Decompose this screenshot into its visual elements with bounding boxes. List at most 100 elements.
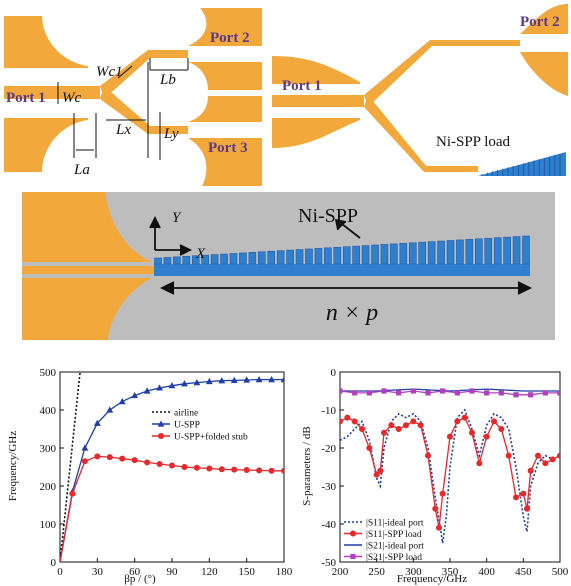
spp-stub [437,240,445,265]
spp-stub [191,255,200,265]
port3-flare-bottom [188,138,262,186]
data-point [520,490,527,497]
port2-flare-bottom [188,62,262,90]
data-point [505,452,512,459]
legend-entry: U-SPP [174,421,200,431]
legend-marker [158,433,164,439]
wc1-label: Wc1 [96,64,123,80]
data-point [469,429,475,436]
b-port2-label: Port 2 [520,14,560,30]
panel-c: Y X Ni-SPP n × p [22,192,555,340]
data-point [377,467,384,474]
y-tick-label: 100 [40,519,57,531]
panel-a: Port 1 Port 2 Port 3 Wc1 Wc Lb Lx Ly La [4,0,262,188]
dispersion-chart: 0 30 60 90 120 150 180 0 100 200 300 400 500 airline… [7,367,293,585]
series-group [340,388,560,544]
spp-stub [408,242,417,265]
data-point [268,376,275,383]
dimension-lines [57,58,189,160]
data-point [81,458,88,465]
spp-stub [465,239,474,265]
legend-entry: |S21|-ideal port [366,542,424,552]
spp-stub [305,248,313,265]
n-times-p-label: n × p [326,300,378,326]
data-point [156,384,163,391]
data-point [403,422,409,429]
legend-entry: |S11|-ideal port [366,519,424,529]
legend-entry: airline [174,409,198,419]
data-point [230,376,238,383]
data-point [144,459,151,466]
data-point [436,524,442,531]
data-point [218,377,226,384]
data-point [498,426,505,432]
spp-stub [418,241,427,265]
spp-stub [295,249,304,265]
port3-flare-top [188,96,262,122]
x-tick-label: 300 [405,566,422,578]
la-label: La [73,162,90,178]
ni-spp-load-label: Ni-SPP load [436,134,511,150]
series-group [60,372,284,562]
data-point [168,382,176,389]
data-point [454,418,461,425]
spp-stub [239,252,247,265]
lower-branch [100,86,188,134]
c-annotations [149,215,533,295]
series-line [340,408,560,544]
lx-label: Lx [115,122,131,138]
data-point [381,388,387,394]
panel-b: Port 1 Port 2 Ni-SPP load [272,0,568,188]
spp-stubs [154,235,530,265]
b-feed-line [272,95,364,107]
lb-label: Lb [159,72,176,88]
spp-stub [267,250,276,265]
y-tick-label: -40 [321,519,336,531]
legend-marker [157,420,165,427]
data-point [243,376,251,383]
data-point [527,467,534,474]
port2-flare-top [188,8,262,46]
data-point [268,467,275,474]
chart-e-marks [340,388,560,544]
data-point [181,380,188,387]
spp-stub [493,237,502,265]
data-point [366,445,373,451]
data-point [542,390,548,396]
spp-stub [210,254,219,265]
chart-d-ticks: 0 30 60 90 120 150 180 0 100 200 300 400 500 [40,367,293,578]
data-point [476,460,483,467]
data-point [118,398,126,405]
spp-stub [484,237,493,265]
spp-stub [456,239,464,265]
spp-stub [427,241,436,265]
chart-e-legend: |S11|-ideal port|S11|-SPP load |S21|-idea… [344,519,424,563]
data-point [498,390,504,396]
panel-b-background [272,0,568,188]
spp-stub [342,246,351,265]
s-parameter-chart: 200 250 300 350 400 450 500 0 -10 -20 -30 -40 -50 |S… [301,367,569,585]
data-point [143,387,151,394]
series-line [60,455,284,562]
data-point [205,377,213,385]
c-feed-line [22,266,154,274]
chart-e-xlabel: Frequency/GHz [397,573,467,585]
data-point [94,453,101,460]
x-tick-label: 150 [238,566,255,578]
data-point [280,376,284,383]
spp-stub [475,238,483,265]
spp-stub [380,244,389,265]
x-axis-symbol: X [195,246,206,262]
data-point [218,466,225,473]
data-point [425,452,431,459]
data-point [344,414,351,421]
data-point [93,419,101,426]
data-point [373,471,380,478]
series-line [340,388,560,392]
y-tick-label: -50 [321,557,336,569]
data-point [388,422,395,429]
port1-lower-wing [4,118,88,172]
b-port2-bottom [520,52,568,96]
